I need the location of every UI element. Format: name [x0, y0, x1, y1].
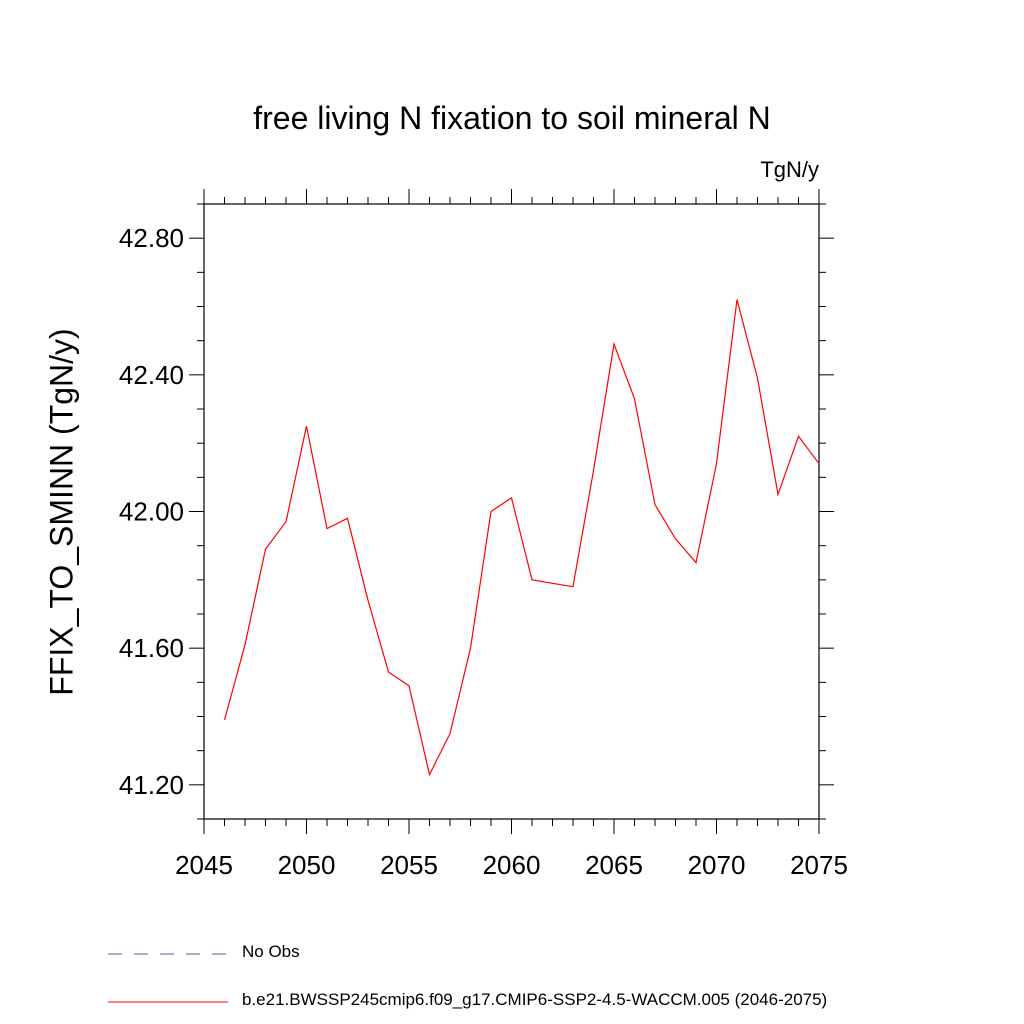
series-line-1: [223, 299, 820, 777]
x-tick-label: 2075: [790, 850, 848, 880]
y-tick-label: 42.00: [119, 497, 184, 527]
y-tick-label: 42.40: [119, 360, 184, 390]
units-label: TgN/y: [760, 157, 819, 182]
y-tick-label: 41.20: [119, 770, 184, 800]
data-lines: [223, 299, 820, 777]
x-tick-label: 2050: [278, 850, 336, 880]
x-tick-label: 2055: [380, 850, 438, 880]
plot-axes: [203, 203, 820, 820]
legend-swatches: [108, 953, 228, 1003]
plot-frame: [203, 203, 820, 820]
y-axis-label: FFIX_TO_SMINN (TgN/y): [43, 328, 80, 696]
x-tick-label: 2070: [688, 850, 746, 880]
x-tick-label: 2045: [175, 850, 233, 880]
legend-label-no-obs: No Obs: [242, 942, 300, 961]
axis-ticks: 2045 2050 2055 2060 2065 2070 2075 41.20 41.60 42…: [119, 189, 848, 880]
y-tick-label: 42.80: [119, 223, 184, 253]
chart-title: free living N fixation to soil mineral N: [253, 100, 771, 136]
x-tick-label: 2065: [585, 850, 643, 880]
x-tick-label: 2060: [483, 850, 541, 880]
legend-label-model-run: b.e21.BWSSP245cmip6.f09_g17.CMIP6-SSP2-4…: [242, 990, 828, 1009]
y-tick-label: 41.60: [119, 633, 184, 663]
